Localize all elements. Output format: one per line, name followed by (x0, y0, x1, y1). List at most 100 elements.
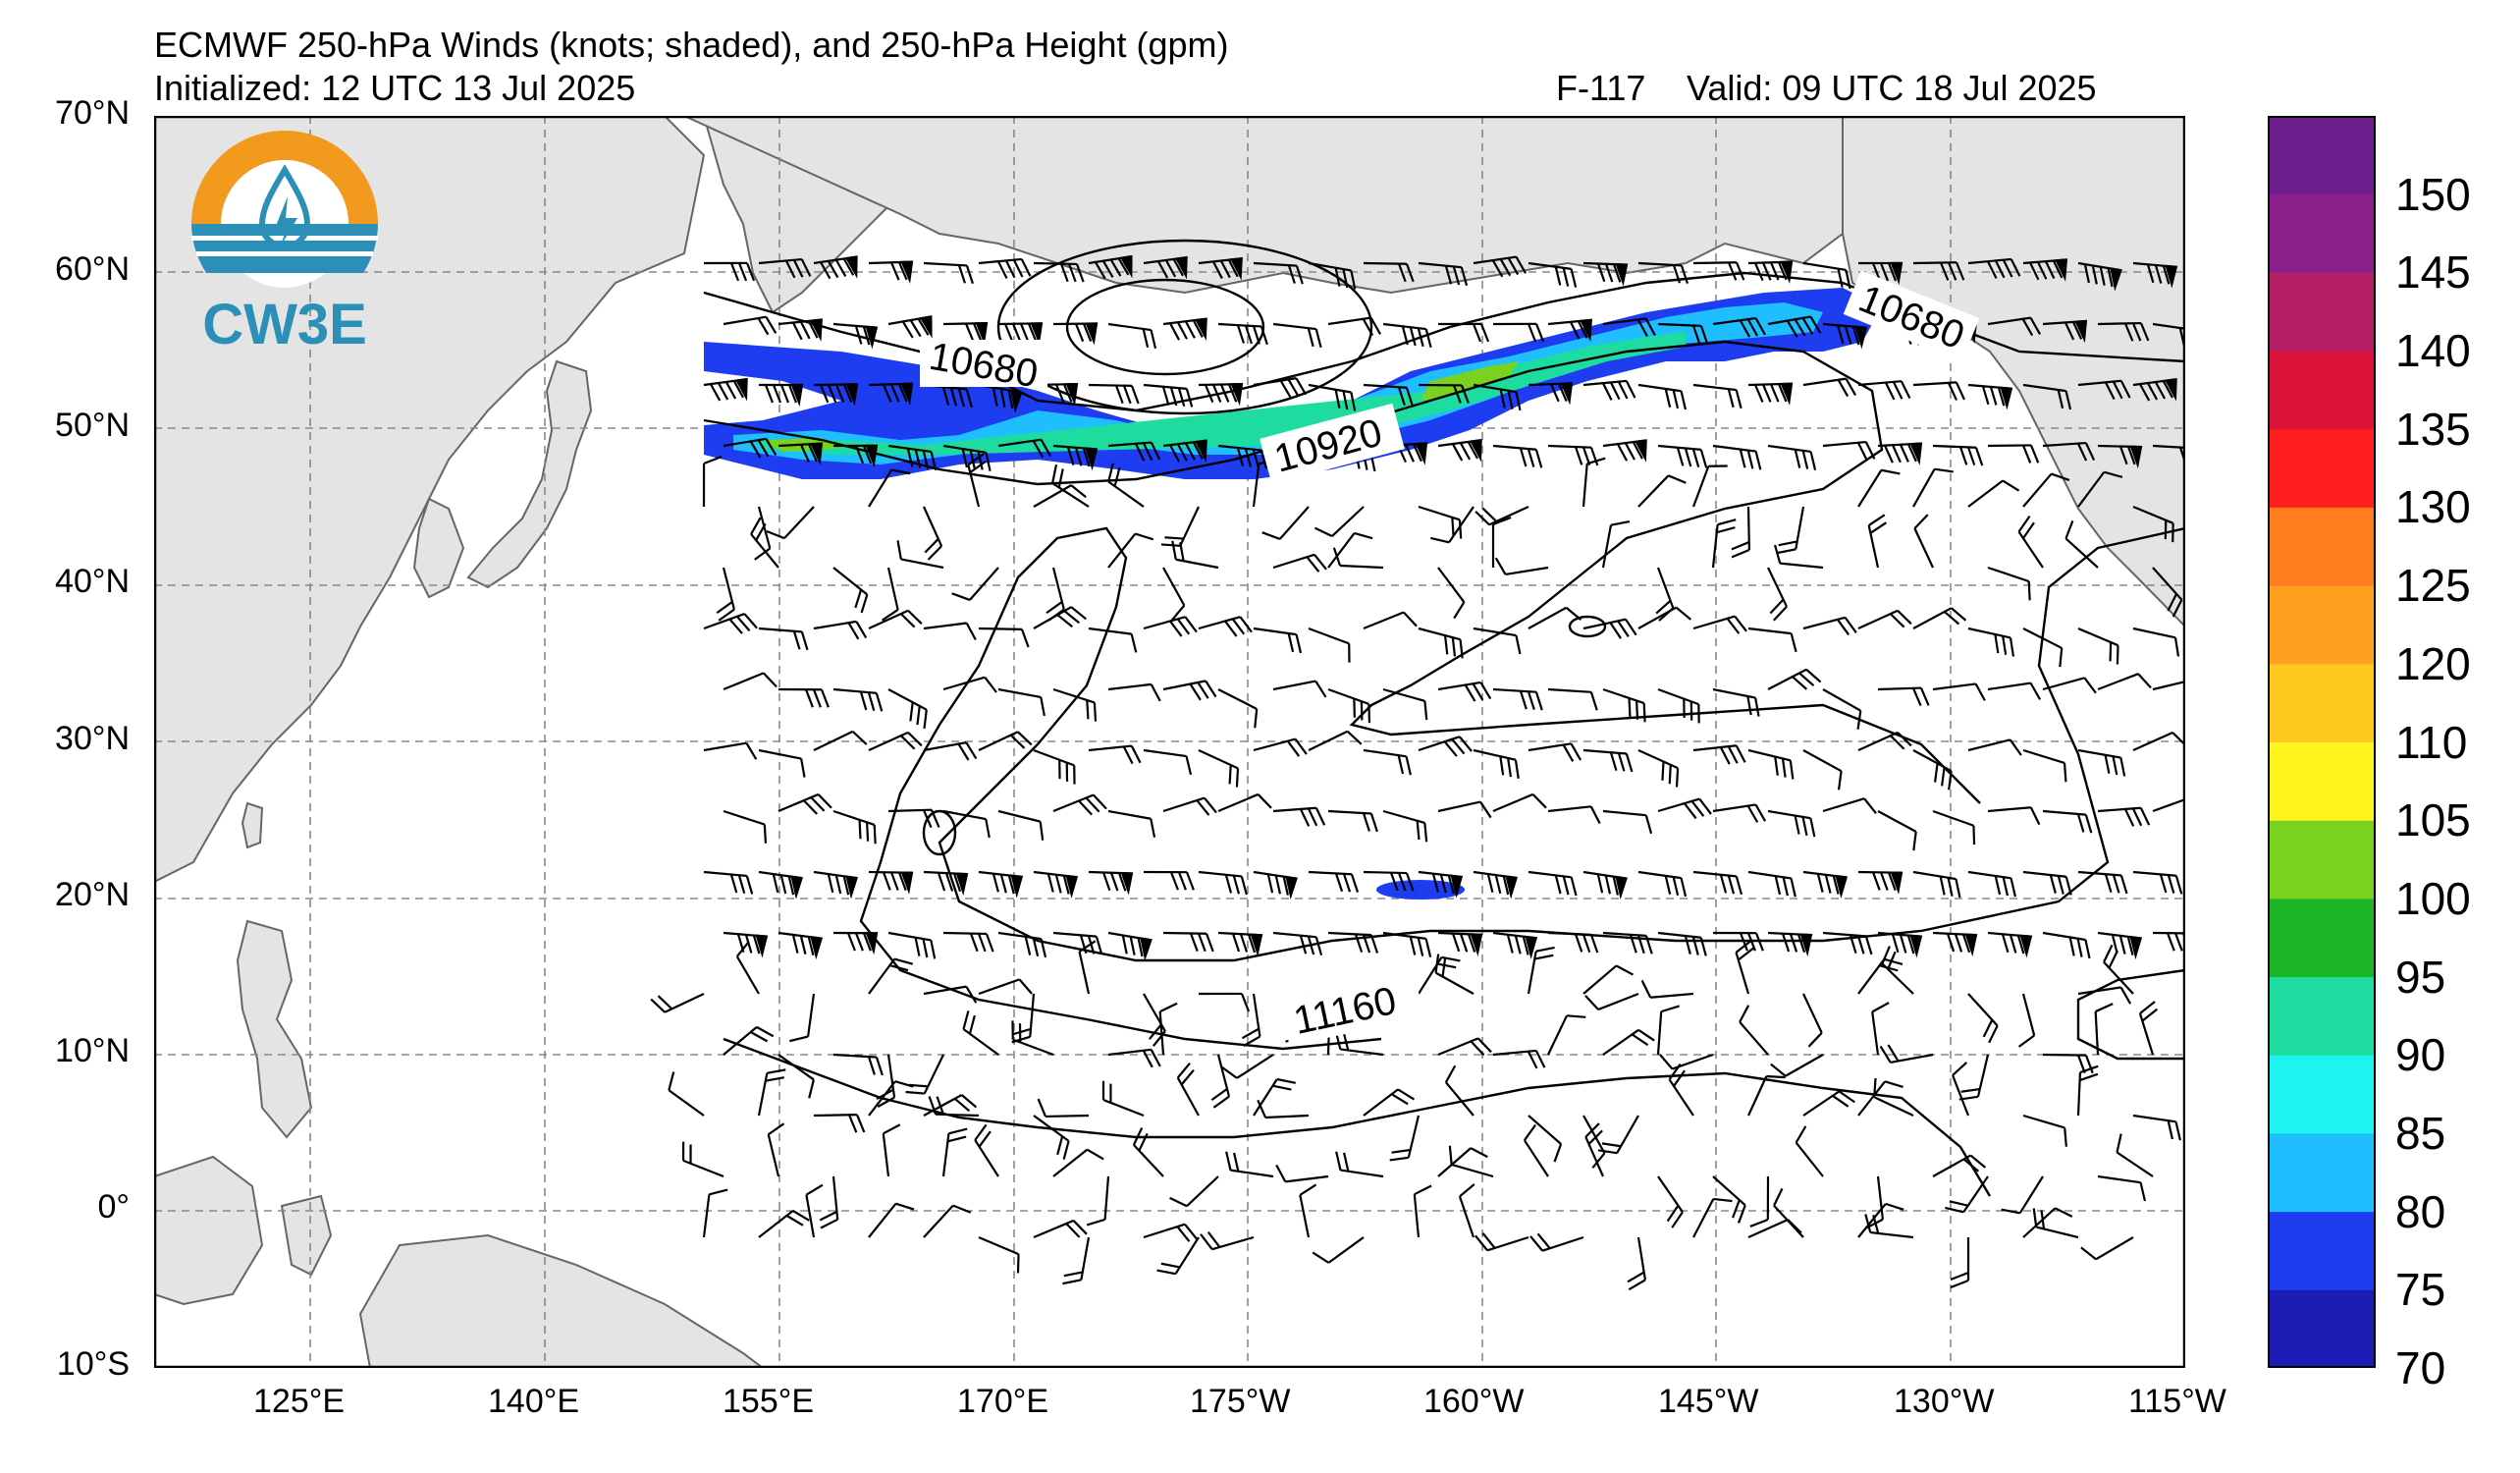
wind-barb (1088, 870, 1134, 896)
wind-barb (1857, 468, 1901, 508)
wind-barb (1602, 687, 1646, 723)
height-contour-closed-1 (1568, 615, 1607, 638)
wind-barb (1363, 870, 1415, 892)
height-contour-11040 (859, 526, 2185, 1051)
wind-barb (978, 627, 1030, 648)
logo-drop-icon (258, 164, 311, 249)
wind-barb (758, 383, 804, 408)
wind-barb (832, 1053, 884, 1076)
wind-barb (1932, 809, 1976, 846)
wind-barb (758, 748, 806, 778)
wind-barb (1162, 317, 1207, 341)
wind-barb (997, 322, 1044, 346)
wind-barb (1602, 1028, 1655, 1056)
wind-barb (1162, 796, 1217, 816)
wind-barb (723, 1025, 775, 1056)
wind-barb (1712, 803, 1767, 823)
wind-barb (923, 1204, 972, 1238)
height-contour-low-outer (996, 239, 1373, 415)
wind-barb (1932, 1154, 1987, 1177)
wind-barb (923, 870, 969, 897)
wind-barb (1033, 484, 1087, 508)
wind-barb (978, 870, 1024, 899)
wind-barb (1584, 1122, 1605, 1177)
wind-barb (1528, 606, 1582, 629)
wind-barb (923, 985, 978, 1004)
wind-barb (1078, 940, 1097, 995)
wind-barb (1692, 870, 1743, 896)
wind-barb (716, 567, 735, 622)
map-border (154, 116, 2185, 1368)
wind-barb (1389, 1115, 1421, 1162)
wind-barb (1822, 440, 1876, 461)
wind-barb (2132, 505, 2174, 543)
wind-barb (1363, 261, 1415, 283)
wind-barb (1739, 1005, 1769, 1056)
wind-barb (1950, 1236, 1970, 1289)
wind-barb (1418, 736, 1473, 757)
wind-barb (1857, 1080, 1903, 1117)
wind-barb (2032, 1208, 2079, 1239)
wind-barb (1363, 1088, 1416, 1117)
wind-barb (1932, 682, 1986, 701)
wind-barb (1747, 382, 1794, 406)
wind-barb (978, 257, 1032, 279)
wind-barb (997, 809, 1045, 841)
wind-barb (942, 444, 992, 471)
wind-barb (868, 1202, 915, 1238)
wind-barb (1253, 627, 1303, 654)
wind-barb (868, 731, 923, 752)
wind-barb (1033, 1115, 1070, 1160)
colorbar-swatch (2268, 663, 2376, 742)
wind-barb (1637, 383, 1688, 410)
wind-barb (1802, 377, 1857, 398)
wind-barb (1528, 261, 1578, 288)
wind-barb (1143, 616, 1198, 637)
wind-barb (703, 613, 758, 634)
wind-barb (1657, 931, 1707, 956)
wind-barb (1176, 1062, 1200, 1117)
wind-barb (1033, 748, 1076, 785)
wind-barb (1712, 444, 1762, 470)
wind-barb (1253, 261, 1304, 285)
wind-barb (1528, 382, 1574, 406)
wind-barb (1473, 255, 1528, 278)
wind-barb (1602, 317, 1656, 337)
wind-barb (703, 377, 748, 402)
wind-barb (1877, 686, 1930, 707)
colorbar-tick-label: 125 (2395, 560, 2471, 612)
wind-barb (777, 931, 824, 960)
wind-barb (805, 1183, 824, 1238)
colorbar-swatch (2268, 1055, 2376, 1134)
wind-barb (1547, 1014, 1586, 1056)
wind-barb (1101, 1080, 1145, 1118)
wind-barb (2132, 1114, 2181, 1141)
lat-label: 60°N (55, 250, 130, 288)
wind-barb (1657, 444, 1708, 468)
wind-barb (2132, 261, 2178, 289)
wind-barb (1731, 506, 1751, 559)
wind-barb (1162, 680, 1217, 701)
wind-barb (1162, 567, 1186, 622)
wind-barb (819, 1175, 839, 1229)
wind-barb (1932, 444, 1984, 466)
wind-barb (1162, 931, 1214, 953)
alaska (683, 116, 1844, 295)
wind-barb (978, 978, 1033, 996)
wind-barb (868, 260, 914, 284)
wind-barb (962, 1010, 999, 1056)
wind-barb (1200, 1230, 1255, 1251)
wind-barb (1712, 687, 1760, 717)
jet-core-90 (753, 332, 1686, 455)
wind-barb (1156, 1236, 1200, 1276)
wind-barb (868, 468, 911, 508)
wind-barb (1527, 946, 1555, 995)
wind-barb (2022, 748, 2067, 783)
wind-barb (1877, 810, 1917, 851)
wind-barb (997, 438, 1052, 459)
wind-barb (813, 620, 868, 640)
wind-barb (1033, 382, 1079, 407)
wind-barb (1967, 479, 2020, 508)
wind-barb (1492, 1049, 1546, 1069)
wind-barb (1747, 748, 1795, 780)
